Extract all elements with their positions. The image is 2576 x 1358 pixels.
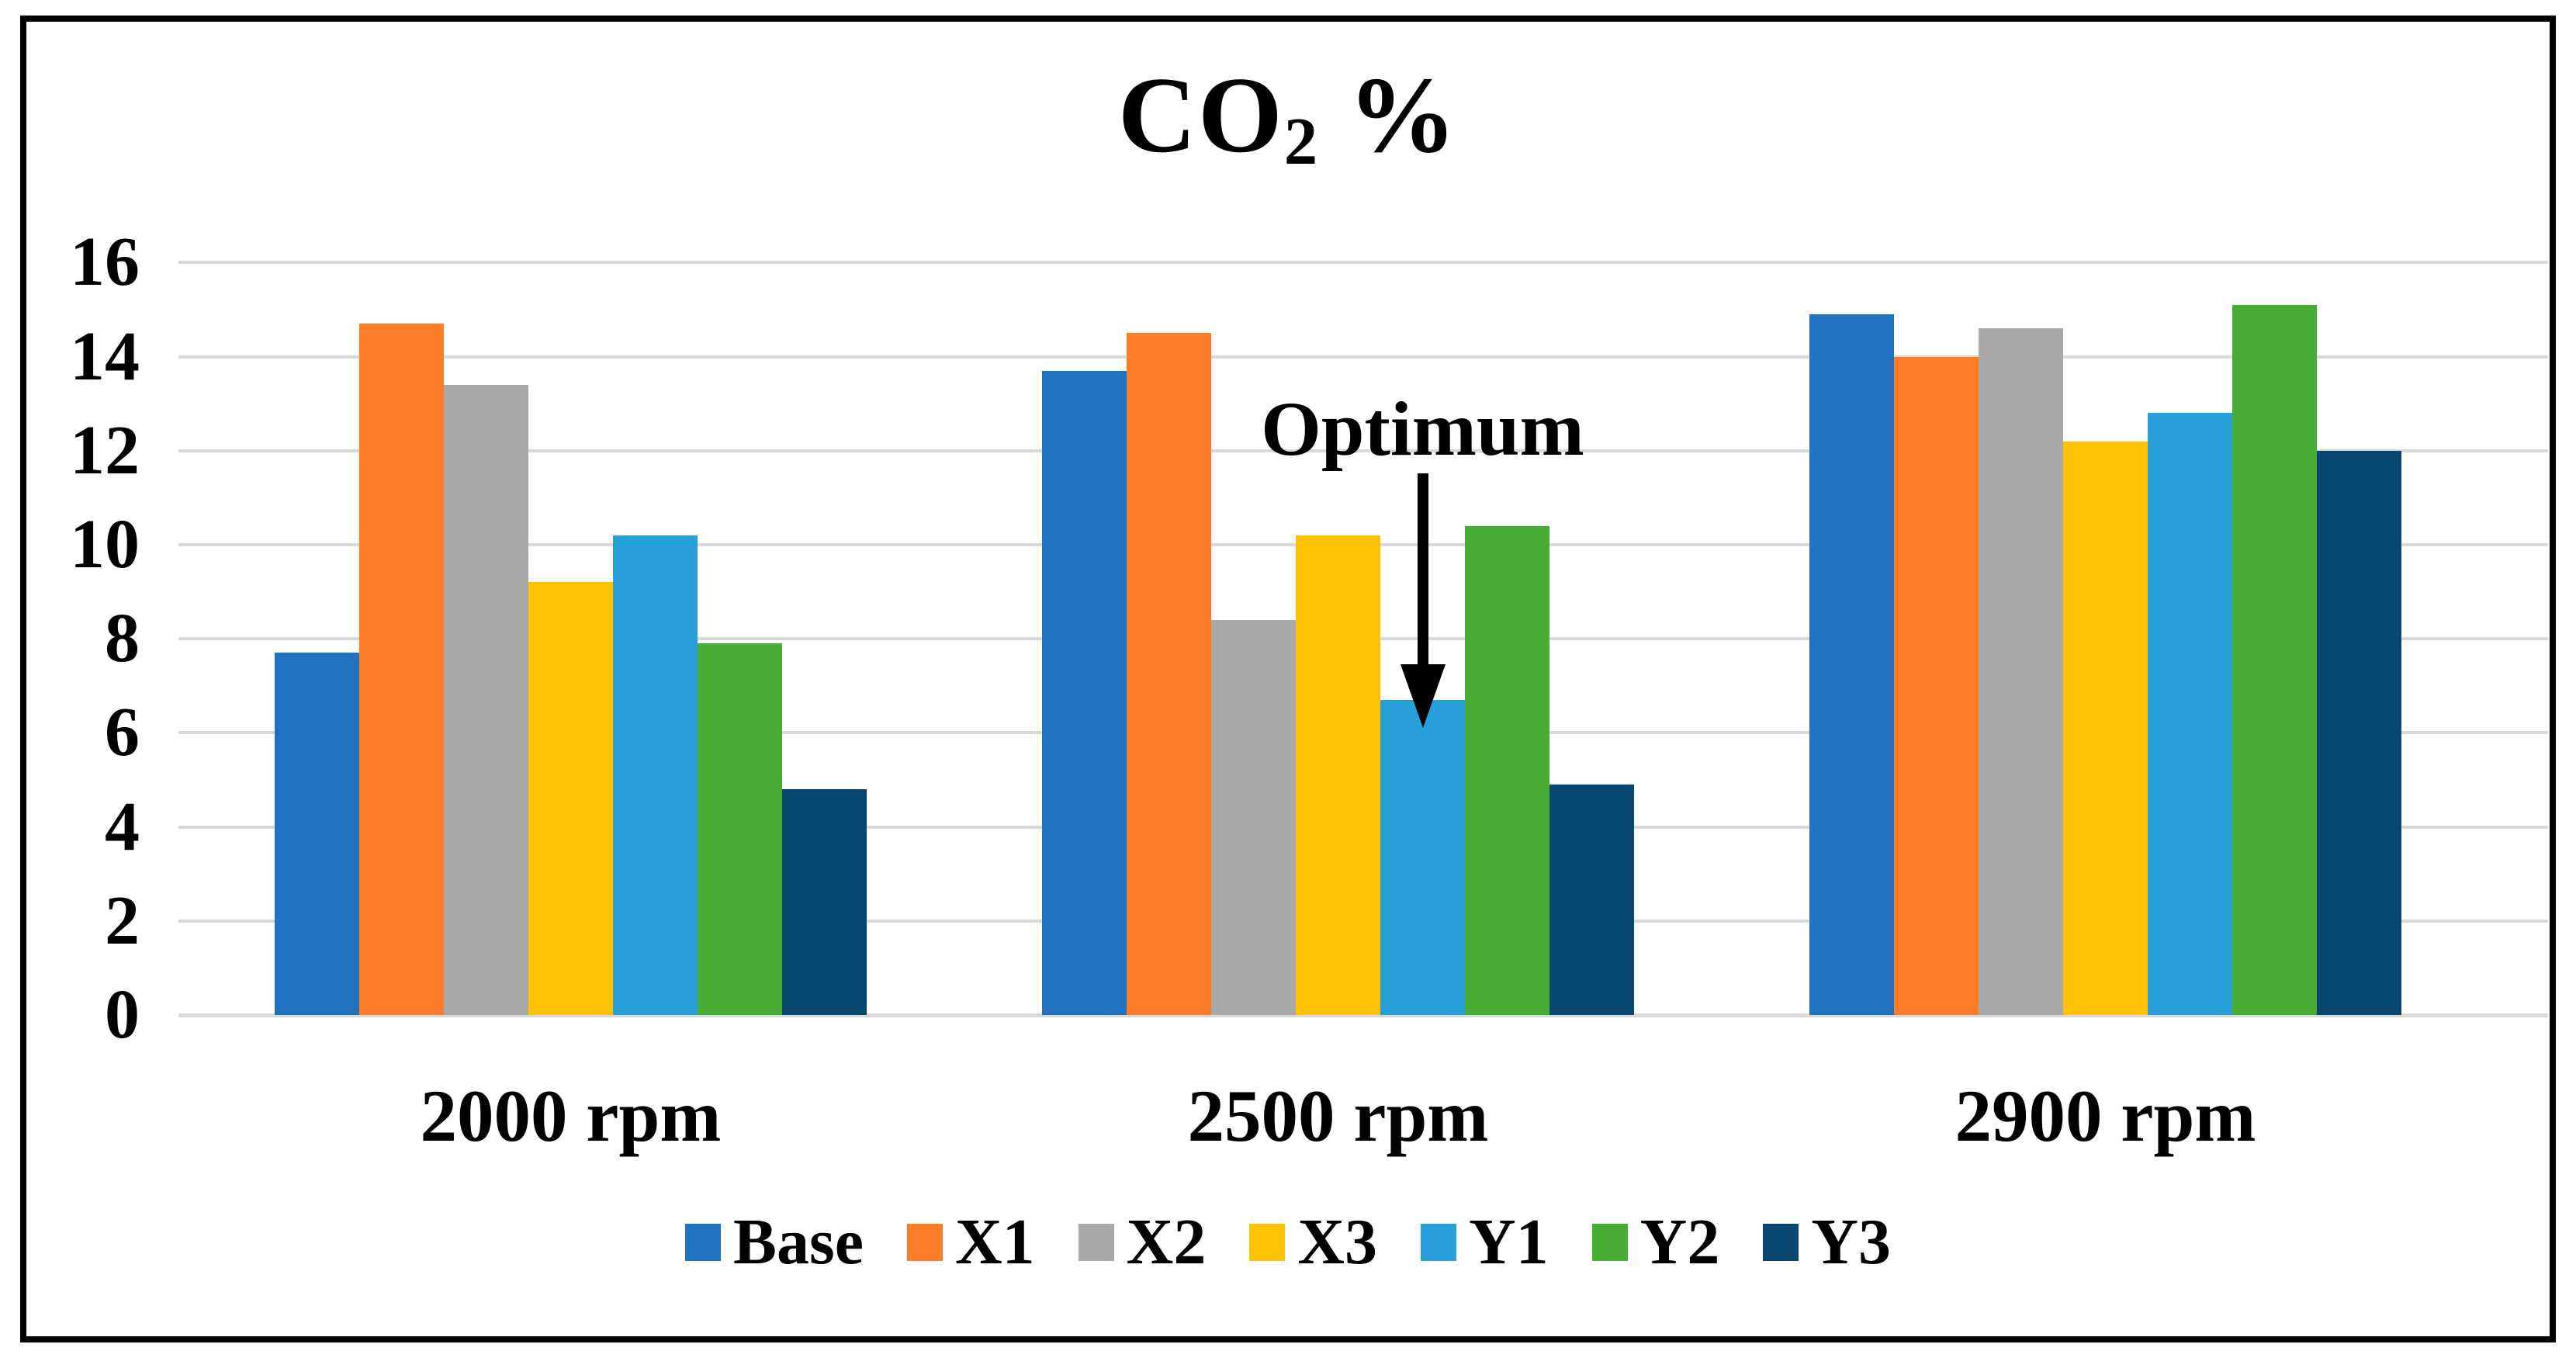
y-axis-tick-label: 8: [105, 600, 140, 677]
y-axis-tick-label: 6: [105, 694, 140, 771]
bar-y2-2000: [698, 643, 782, 1015]
bar-y2-2500: [1465, 525, 1549, 1015]
bar-y3-2900: [2317, 450, 2401, 1015]
legend-item-y1: Y1: [1421, 1207, 1549, 1277]
y-axis-tick-label: 10: [70, 506, 140, 583]
bar-x2-2500: [1211, 619, 1296, 1015]
legend-swatch-icon: [1591, 1224, 1628, 1261]
bar-x2-2900: [1979, 328, 2063, 1015]
bar-y1-2900: [2148, 413, 2232, 1015]
bar-x3-2500: [1296, 535, 1380, 1015]
x-axis-line: [178, 1013, 2548, 1017]
legend-item-x2: X2: [1078, 1206, 1207, 1278]
chart-outer-border: [20, 16, 2556, 1342]
bar-y2-2900: [2232, 304, 2317, 1015]
gridline: [178, 355, 2548, 359]
gridline: [178, 261, 2548, 265]
bar-y1-2000: [613, 535, 698, 1015]
optimum-arrow-line: [1417, 473, 1428, 667]
x-axis-category-label: 2000 rpm: [420, 1075, 722, 1157]
bar-y3-2500: [1549, 785, 1634, 1015]
legend-swatch-icon: [684, 1224, 721, 1261]
optimum-annotation-label: Optimum: [1261, 386, 1584, 472]
legend-label: Base: [732, 1206, 864, 1278]
legend-label: Y1: [1469, 1206, 1549, 1278]
legend-item-base: Base: [684, 1206, 864, 1278]
bar-x3-2900: [2063, 441, 2148, 1015]
legend: Base X1 X2 X3 Y1 Y2 Y3: [0, 1207, 2576, 1277]
bar-x1-2000: [359, 324, 444, 1015]
y-axis-tick-label: 4: [105, 788, 140, 865]
y-axis-tick-label: 0: [105, 976, 140, 1053]
bar-y3-2000: [782, 789, 867, 1015]
x-axis-category-label: 2500 rpm: [1187, 1075, 1489, 1157]
bar-base-2000: [275, 653, 359, 1015]
legend-swatch-icon: [1249, 1224, 1286, 1261]
gridline: [178, 449, 2548, 452]
legend-label: X3: [1297, 1206, 1377, 1278]
chart-title-subscript: 2: [1283, 103, 1320, 178]
chart-title-suffix: %: [1319, 55, 1459, 175]
legend-item-x1: X1: [906, 1206, 1035, 1278]
bar-y1-2500: [1380, 699, 1465, 1015]
y-axis-tick-label: 14: [70, 317, 140, 395]
legend-swatch-icon: [1078, 1224, 1114, 1261]
legend-item-y2: Y2: [1591, 1206, 1720, 1278]
legend-swatch-icon: [906, 1224, 943, 1261]
legend-label: Y2: [1639, 1206, 1720, 1278]
optimum-arrow-head-icon: [1400, 664, 1446, 728]
bar-x2-2000: [444, 384, 528, 1015]
chart-title-prefix: CO: [1117, 55, 1284, 175]
legend-swatch-icon: [1763, 1224, 1799, 1261]
legend-swatch-icon: [1421, 1224, 1456, 1261]
x-axis-category-label: 2900 rpm: [1955, 1075, 2256, 1157]
legend-item-y3: Y3: [1763, 1207, 1891, 1277]
bar-base-2500: [1042, 370, 1127, 1015]
bar-x3-2000: [528, 582, 613, 1015]
y-axis-tick-label: 2: [105, 882, 140, 959]
legend-label: X2: [1126, 1206, 1207, 1278]
y-axis-tick-label: 16: [70, 223, 140, 301]
bar-x1-2500: [1127, 333, 1211, 1015]
y-axis-tick-label: 12: [70, 411, 140, 489]
legend-item-x3: X3: [1249, 1207, 1377, 1277]
bar-base-2900: [1809, 314, 1894, 1015]
legend-label: Y3: [1811, 1206, 1892, 1278]
chart-title: CO2 %: [0, 55, 2576, 178]
bar-x1-2900: [1894, 356, 1979, 1015]
legend-label: X1: [954, 1206, 1035, 1278]
